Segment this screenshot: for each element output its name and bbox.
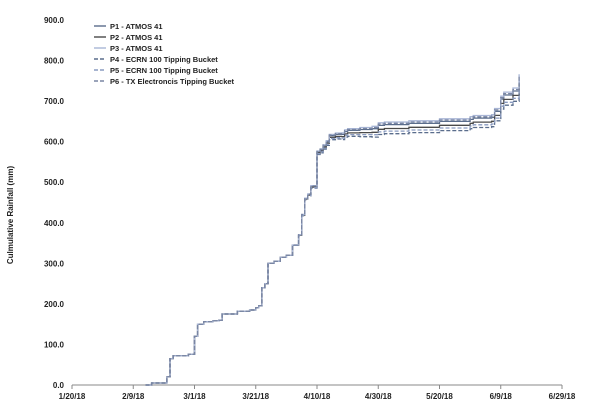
x-tick-label: 4/10/18 xyxy=(304,392,331,401)
y-tick-label: 800.0 xyxy=(44,57,65,66)
x-tick-label: 3/21/18 xyxy=(242,392,269,401)
x-tick-label: 4/30/18 xyxy=(365,392,392,401)
x-tick-label: 3/1/18 xyxy=(183,392,206,401)
y-tick-label: 500.0 xyxy=(44,178,65,187)
y-tick-label: 0.0 xyxy=(53,381,65,390)
series-line xyxy=(145,93,520,386)
y-tick-label: 200.0 xyxy=(44,300,65,309)
y-tick-label: 300.0 xyxy=(44,259,65,268)
x-tick-label: 6/9/18 xyxy=(490,392,513,401)
legend-label: P6 - TX Electroncis Tipping Bucket xyxy=(110,77,235,86)
legend-label: P3 - ATMOS 41 xyxy=(110,44,163,53)
series-lines xyxy=(145,74,520,386)
x-tick-label: 5/20/18 xyxy=(426,392,453,401)
y-tick-label: 600.0 xyxy=(44,138,65,147)
y-tick-label: 900.0 xyxy=(44,16,65,25)
y-axis-title: Culmulative Rainfall (mm) xyxy=(6,166,15,265)
legend-label: P4 - ECRN 100 Tipping Bucket xyxy=(110,55,218,64)
legend-label: P5 - ECRN 100 Tipping Bucket xyxy=(110,66,218,75)
x-tick-label: 2/9/18 xyxy=(122,392,145,401)
x-axis-ticks: 1/20/18 2/9/18 3/1/18 3/21/18 4/10/18 4/30/18… xyxy=(59,385,576,401)
legend: P1 - ATMOS 41 P2 - ATMOS 41 P3 - ATMOS 41 P… xyxy=(94,22,235,86)
y-tick-label: 400.0 xyxy=(44,219,65,228)
y-tick-label: 100.0 xyxy=(44,340,65,349)
legend-label: P2 - ATMOS 41 xyxy=(110,33,163,42)
y-tick-label: 700.0 xyxy=(44,97,65,106)
x-tick-label: 1/20/18 xyxy=(59,392,86,401)
x-tick-label: 6/29/18 xyxy=(549,392,576,401)
series-line xyxy=(145,84,520,386)
y-axis-ticks: 0.0 100.0 200.0 300.0 400.0 500.0 600.0 700.0 80… xyxy=(44,16,65,390)
series-line xyxy=(145,76,520,386)
legend-label: P1 - ATMOS 41 xyxy=(110,22,163,31)
series-line xyxy=(145,88,520,386)
